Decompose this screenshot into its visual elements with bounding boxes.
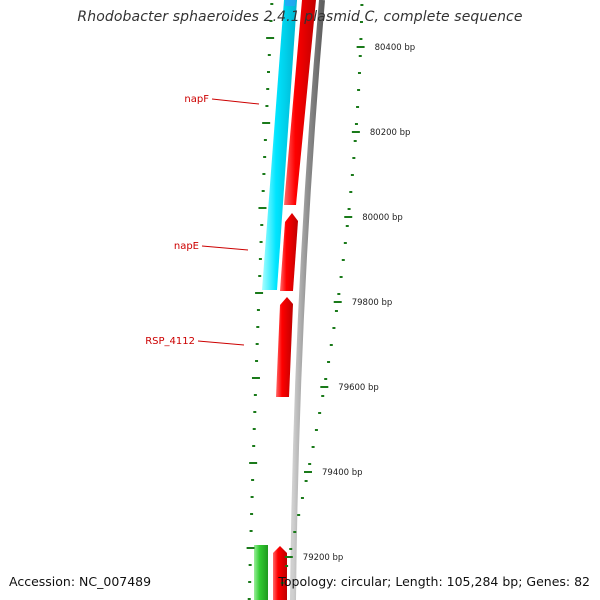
scale-labels: 80400 bp 80200 bp 80000 bp 79800 bp 79600 bp… [303, 43, 415, 563]
feature-cds-bottom [273, 546, 287, 600]
scale-label: 79200 bp [303, 553, 344, 563]
feature-region-cyan [262, 0, 297, 290]
scale-label: 80000 bp [362, 213, 403, 223]
gene-leader-line [197, 340, 245, 346]
length-label: Length: [395, 574, 443, 589]
genes-label: Genes: [526, 574, 571, 589]
scale-label: 80200 bp [370, 128, 411, 138]
length-value: 105,284 bp [446, 574, 519, 589]
gene-label: napF [184, 94, 209, 105]
scale-label: 79600 bp [338, 383, 379, 393]
accession-info: Accession: NC_007489 [9, 574, 151, 589]
gene-leader-line [201, 245, 249, 251]
feature-region-cyan-cap [285, 0, 296, 6]
gene-labels: napF napE RSP_4112 [145, 94, 260, 347]
inner-tick-marks [246, 3, 275, 600]
feature-cds-green [254, 545, 268, 600]
scale-label: 80400 bp [375, 43, 416, 53]
gene-leader-line [211, 98, 260, 105]
scale-tick-marks [280, 4, 365, 584]
feature-cds-RSP_4112 [276, 297, 293, 397]
gene-label: RSP_4112 [145, 336, 195, 347]
scale-label: 79800 bp [352, 298, 393, 308]
accession-value: NC_007489 [79, 574, 152, 589]
accession-label: Accession: [9, 574, 76, 589]
scale-label: 79400 bp [322, 468, 363, 478]
feature-cds-napE [280, 213, 298, 291]
genes-value: 82 [574, 574, 590, 589]
topology-value: circular [340, 574, 388, 589]
gene-label: napE [174, 241, 199, 252]
map-title: Rhodobacter sphaeroides 2.4.1 plasmid C,… [77, 9, 523, 25]
topology-label: Topology: [278, 574, 337, 589]
sequence-summary: Topology: circular; Length: 105,284 bp; … [278, 574, 590, 589]
backbone-line [290, 0, 325, 600]
feature-cds-napF [284, 0, 316, 205]
